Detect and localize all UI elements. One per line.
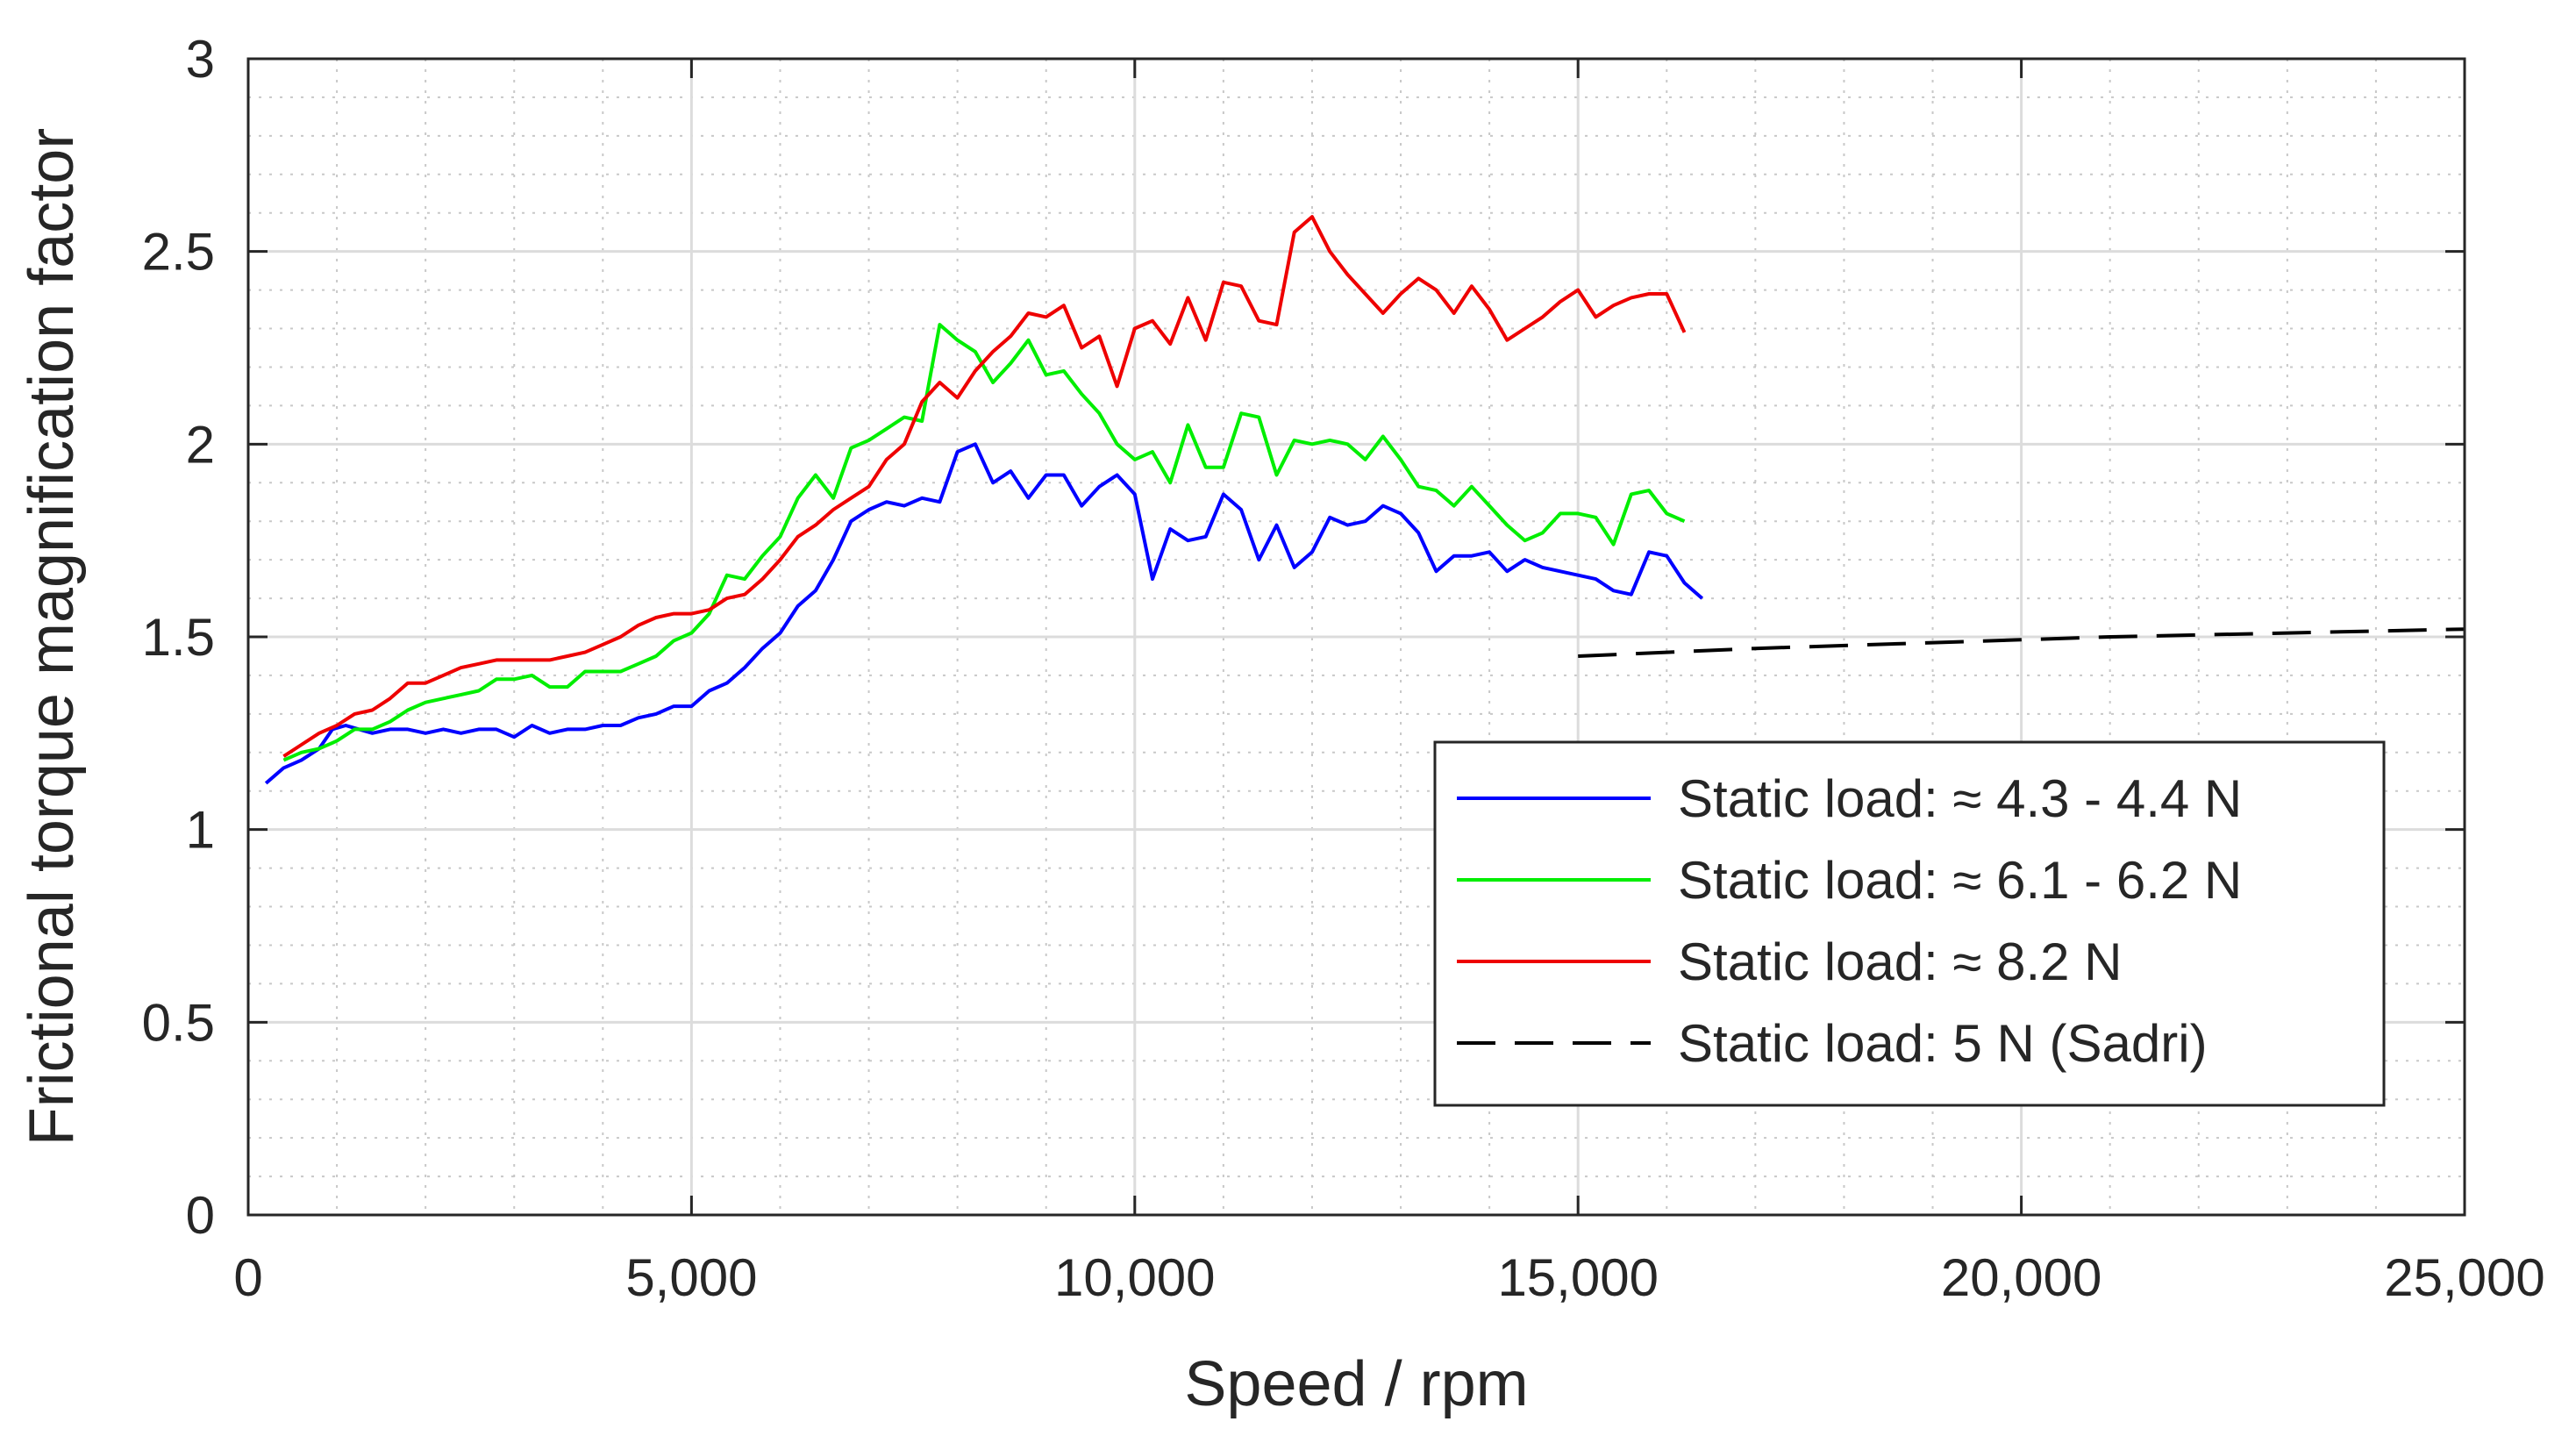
y-tick-label: 2.5 — [142, 223, 215, 282]
legend-label-1: Static load: ≈ 4.3 - 4.4 N — [1678, 769, 2242, 828]
series-line-1 — [264, 442, 1704, 785]
y-tick-label: 1.5 — [142, 608, 215, 667]
series-line-2 — [282, 323, 1686, 762]
y-tick-label: 2 — [186, 415, 215, 474]
y-tick-label: 1 — [186, 801, 215, 860]
x-tick-label: 10,000 — [1054, 1248, 1216, 1307]
legend-label-4: Static load: 5 N (Sadri) — [1678, 1014, 2208, 1073]
y-axis-title: Frictional torque magnification factor — [17, 128, 87, 1147]
legend: Static load: ≈ 4.3 - 4.4 N Static load: ≈… — [1433, 740, 2386, 1107]
x-tick-label: 15,000 — [1497, 1248, 1659, 1307]
series-line-3 — [282, 215, 1687, 758]
series-line-4 — [1578, 627, 2465, 658]
legend-label-2: Static load: ≈ 6.1 - 6.2 N — [1678, 851, 2242, 910]
x-axis-title: Speed / rpm — [1184, 1349, 1528, 1419]
x-tick-label: 0 — [233, 1248, 262, 1307]
x-tick-label: 5,000 — [625, 1248, 757, 1307]
y-tick-label: 0.5 — [142, 993, 215, 1052]
x-tick-label: 20,000 — [1941, 1248, 2102, 1307]
legend-label-3: Static load: ≈ 8.2 N — [1678, 932, 2123, 991]
y-tick-label: 3 — [186, 30, 215, 89]
x-tick-label: 25,000 — [2384, 1248, 2545, 1307]
y-tick-label: 0 — [186, 1186, 215, 1245]
